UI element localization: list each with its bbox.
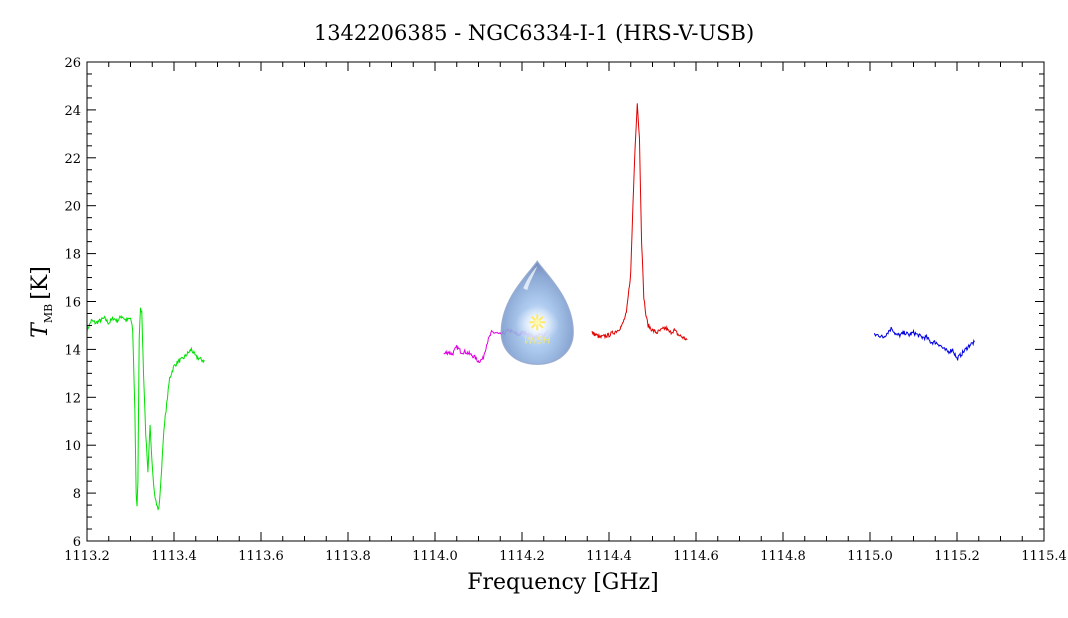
y-axis-label-symbol: T	[28, 321, 53, 338]
x-tick-label: 1113.6	[238, 549, 284, 564]
x-tick-label: 1113.8	[325, 549, 371, 564]
x-tick-label: 1114.8	[760, 549, 806, 564]
series-line-4	[873, 326, 975, 361]
series-line-1	[86, 307, 205, 511]
x-tick-label: 1113.4	[151, 549, 197, 564]
y-tick-label: 18	[64, 248, 81, 263]
y-tick-label: 24	[64, 104, 81, 119]
x-axis-label: Frequency [GHz]	[467, 570, 659, 595]
y-tick-label: 12	[64, 391, 81, 406]
x-tick-label: 1114.2	[499, 549, 545, 564]
x-tick-label: 1114.6	[673, 549, 719, 564]
y-axis-label: TMB [K]	[28, 266, 55, 338]
x-axis-tick-labels: 1113.2 1113.4 1113.6 1113.8 1114.0 1114.2 1114…	[64, 549, 1067, 564]
y-tick-label: 20	[64, 200, 81, 215]
series-line-3	[591, 103, 688, 341]
y-axis-label-subscript: MB	[42, 304, 55, 323]
x-tick-label: 1114.0	[412, 549, 458, 564]
x-tick-label: 1115.4	[1021, 549, 1067, 564]
y-axis-tick-labels: 6 8 10 12 14 16 18 20 22 24 26	[64, 56, 81, 550]
y-axis-ticks	[87, 61, 1044, 542]
y-tick-label: 14	[64, 343, 81, 358]
y-tick-label: 26	[64, 56, 81, 71]
x-tick-label: 1114.4	[586, 549, 632, 564]
y-tick-label: 6	[73, 535, 81, 550]
chart-title: 1342206385 - NGC6334-I-1 (HRS-V-USB)	[314, 21, 754, 45]
water-drop-logo: WISH	[500, 260, 574, 365]
star-icon	[529, 314, 546, 331]
star-core	[534, 319, 541, 326]
x-tick-label: 1115.2	[934, 549, 980, 564]
x-tick-label: 1113.2	[64, 549, 110, 564]
y-tick-label: 16	[64, 296, 81, 311]
y-axis-label-unit: [K]	[28, 266, 53, 300]
svg-text:TMB[K]: TMB [K]	[28, 266, 55, 338]
x-tick-label: 1115.0	[847, 549, 893, 564]
drop-highlight	[523, 266, 538, 291]
logo-layer: WISH	[500, 260, 574, 365]
y-tick-label: 22	[64, 152, 81, 167]
y-tick-label: 10	[64, 439, 81, 454]
x-axis-ticks	[86, 62, 1045, 541]
logo-text: WISH	[524, 335, 551, 346]
y-tick-label: 8	[73, 487, 81, 502]
